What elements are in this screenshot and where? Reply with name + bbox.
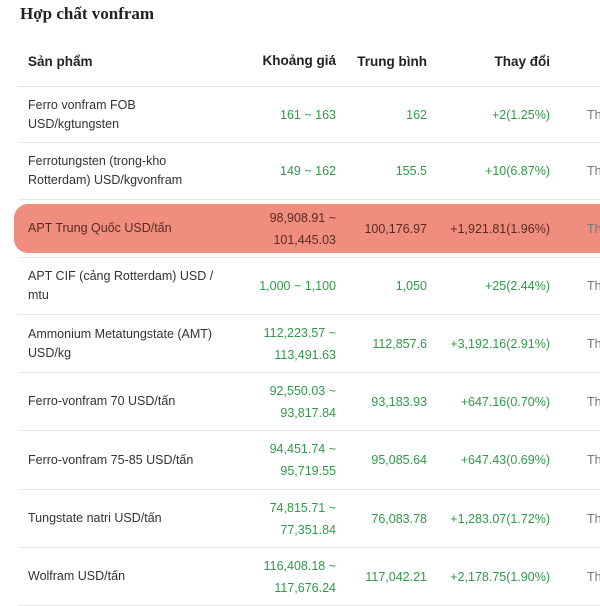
change-cell: +647.43(0.69%) — [460, 453, 550, 467]
product-cell: APT CIF (cảng Rotterdam) USD / mtu — [18, 267, 243, 305]
extra-cell: Th — [587, 511, 600, 526]
table-header: Sản phẩm Khoảng giá Trung bình Thay đổi — [18, 36, 600, 87]
table-row[interactable]: Ferro-vonfram 75-85 USD/tấn 94,451.74 ~9… — [18, 431, 600, 490]
range-cell: 1,000 ~ 1,100 — [243, 275, 336, 297]
range-low: 112,223.57 ~ — [263, 325, 336, 340]
extra-cell: Th — [587, 279, 600, 293]
range-high: 93,817.84 — [280, 405, 336, 420]
average-cell: 95,085.64 — [371, 453, 427, 467]
table-row[interactable]: Ferro vonfram FOB USD/kgtungsten 161 ~ 16… — [18, 87, 600, 143]
product-name: Tungstate natri USD/tấn — [28, 511, 162, 525]
change-cell: +1,283.07(1.72%) — [450, 511, 550, 526]
change-cell: +647.16(0.70%) — [460, 394, 550, 409]
product-cell: Ferro-vonfram 75-85 USD/tấn — [18, 451, 243, 470]
product-unit: USD/kg — [28, 345, 72, 360]
range-cell: 94,451.74 ~ 95,719.55 — [243, 438, 336, 482]
range-low: 1,000 ~ 1,100 — [259, 279, 336, 293]
range-cell: 98,908.91 ~ 101,445.03 — [243, 207, 336, 251]
extra-cell: Th — [587, 394, 600, 409]
product-unit: USD/kgtungsten — [28, 116, 120, 131]
change-cell: +2(1.25%) — [491, 107, 550, 122]
range-low: 98,908.91 ~ — [269, 210, 336, 225]
product-unit: mtu — [28, 288, 49, 302]
range-low: 74,815.71 ~ — [269, 500, 336, 515]
product-name: Ammonium Metatungstate (AMT) — [28, 326, 213, 341]
product-name: APT Trung Quốc USD/tấn — [28, 221, 172, 235]
average-cell: 162 — [406, 107, 427, 122]
product-cell: Ferro vonfram FOB USD/kgtungsten — [18, 96, 243, 134]
extra-cell: Th — [587, 336, 600, 351]
table-row[interactable]: Tungstate natri USD/tấn 74,815.71 ~ 77,35… — [18, 490, 600, 548]
average-cell: 112,857.6 — [372, 336, 427, 351]
range-high: 117,676.24 — [274, 580, 336, 595]
table-row[interactable]: APT CIF (cảng Rotterdam) USD / mtu 1,000 … — [18, 258, 600, 315]
table-row[interactable]: Ammonium Metatungstate (AMT) USD/kg 112,2… — [18, 315, 600, 373]
extra-cell: Th — [587, 221, 600, 236]
range-high: 113,491.63 — [274, 347, 336, 362]
range-cell: 112,223.57 ~ 113,491.63 — [243, 322, 336, 366]
product-cell: Tungstate natri USD/tấn — [18, 509, 243, 528]
range-high: 77,351.84 — [280, 522, 336, 537]
product-name: Ferro vonfram FOB — [28, 97, 136, 112]
range-cell: 92,550.03 ~ 93,817.84 — [243, 380, 336, 424]
range-low: 161 ~ 163 — [280, 107, 336, 122]
change-cell: +3,192.16(2.91%) — [450, 336, 550, 351]
extra-cell: Th — [587, 164, 600, 178]
product-cell: Wolfram USD/tấn — [18, 567, 243, 586]
product-name: Wolfram USD/tấn — [28, 569, 126, 583]
range-cell: 161 ~ 163 — [243, 104, 336, 126]
average-cell: 155.5 — [395, 164, 427, 178]
extra-cell: Th — [587, 453, 600, 467]
change-cell: +2,178.75(1.90%) — [450, 569, 550, 584]
product-cell: APT Trung Quốc USD/tấn — [18, 219, 243, 238]
table-row-highlighted[interactable]: APT Trung Quốc USD/tấn 98,908.91 ~ 101,44… — [14, 200, 600, 258]
product-name: Ferrotungsten (trong-kho — [28, 154, 167, 168]
product-unit: Rotterdam) USD/kgvonfram — [28, 173, 183, 187]
product-name: Ferro-vonfram 70 USD/tấn — [28, 394, 176, 408]
change-cell: +1,921.81(1.96%) — [450, 221, 550, 236]
extra-cell: Th — [587, 107, 600, 122]
range-high: 95,719.55 — [280, 464, 336, 478]
average-cell: 100,176.97 — [364, 221, 427, 236]
column-header-product[interactable]: Sản phẩm — [28, 53, 93, 69]
product-name: APT CIF (cảng Rotterdam) USD / — [28, 269, 214, 283]
range-low: 116,408.18 ~ — [263, 558, 336, 573]
product-cell: Ammonium Metatungstate (AMT) USD/kg — [18, 325, 243, 363]
column-header-range[interactable]: Khoảng giá — [262, 53, 337, 68]
range-cell: 116,408.18 ~ 117,676.24 — [243, 555, 336, 599]
table-row[interactable]: Ferro-vonfram 70 USD/tấn 92,550.03 ~ 93,8… — [18, 373, 600, 431]
price-table: Sản phẩm Khoảng giá Trung bình Thay đổi … — [14, 36, 600, 606]
range-high: 101,445.03 — [273, 232, 336, 247]
change-cell: +10(6.87%) — [485, 164, 550, 178]
range-low: 94,451.74 ~ — [269, 442, 336, 456]
product-cell: Ferrotungsten (trong-kho Rotterdam) USD/k… — [18, 152, 243, 190]
product-name: Ferro-vonfram 75-85 USD/tấn — [28, 452, 194, 467]
average-cell: 76,083.78 — [371, 511, 427, 526]
extra-cell: Th — [587, 569, 600, 584]
average-cell: 93,183.93 — [371, 394, 427, 409]
table-row[interactable]: Ferrotungsten (trong-kho Rotterdam) USD/k… — [18, 143, 600, 200]
change-cell: +25(2.44%) — [485, 279, 550, 293]
average-cell: 1,050 — [395, 279, 427, 293]
column-header-average[interactable]: Trung bình — [357, 53, 427, 69]
range-low: 92,550.03 ~ — [269, 383, 336, 398]
product-cell: Ferro-vonfram 70 USD/tấn — [18, 392, 243, 411]
average-cell: 117,042.21 — [365, 569, 427, 584]
range-low: 149 ~ 162 — [280, 164, 336, 178]
column-header-change[interactable]: Thay đổi — [494, 53, 550, 69]
range-cell: 74,815.71 ~ 77,351.84 — [243, 497, 336, 541]
page-title: Hợp chất vonfram — [20, 4, 155, 23]
table-row[interactable]: Wolfram USD/tấn 116,408.18 ~ 117,676.24 1… — [18, 548, 600, 606]
range-cell: 149 ~ 162 — [243, 160, 336, 182]
